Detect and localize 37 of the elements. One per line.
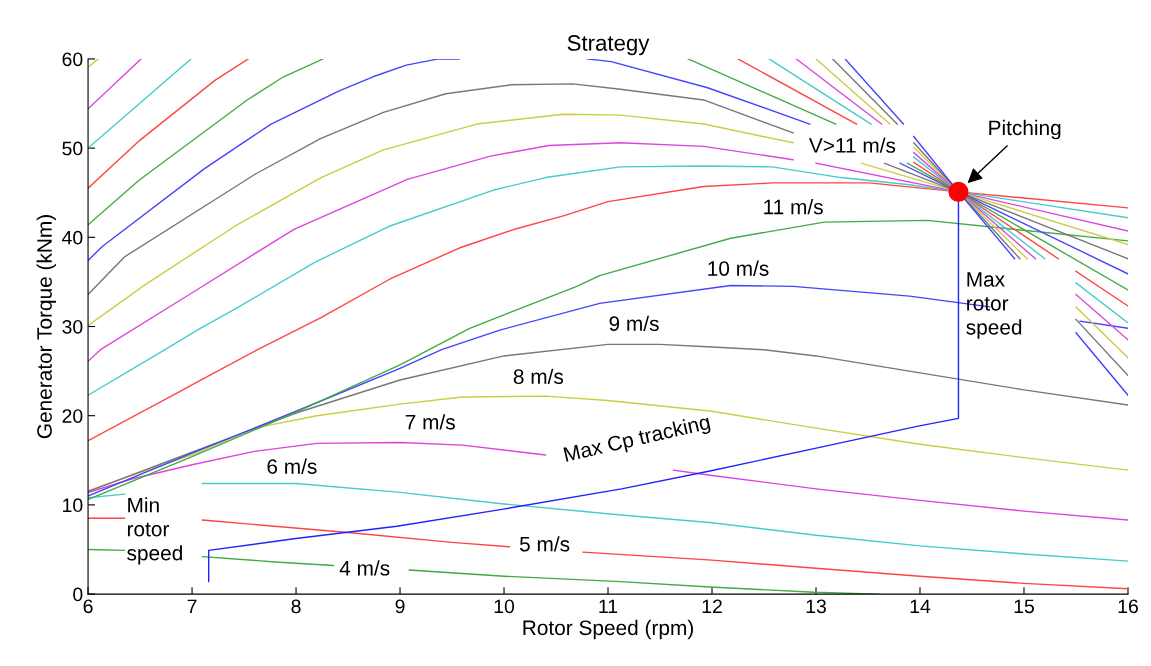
annotation: Min rotor speed [127,497,182,565]
y-tick-label: 30 [62,319,83,334]
x-axis-title: Rotor Speed (rpm) [523,619,693,640]
annotation: Pitching [989,119,1061,140]
annotation: Max rotor speed [966,272,1022,339]
y-axis-title: Generator Torque (kNm) [36,215,57,439]
x-tick-label: 9 [395,599,405,614]
x-tick-label: 8 [291,599,301,614]
x-tick-label: 16 [1118,599,1138,614]
annotation: 6 m/s [267,458,317,474]
x-tick-label: 6 [83,599,93,614]
x-tick-label: 15 [1014,599,1034,614]
annotation: 4 m/s [339,560,390,576]
y-tick-label: 40 [62,230,83,245]
annotation: 7 m/s [405,414,455,430]
y-tick-label: 60 [62,52,83,67]
y-tick-label: 10 [63,498,83,513]
line-series [88,165,1128,396]
annotation: 11 m/s [764,199,823,215]
chart-title: Strategy [567,35,650,56]
annotation: V>11 m/s [808,137,896,153]
x-tick-label: 10 [494,599,515,614]
x-tick-label: 7 [187,599,197,614]
line-series [88,343,1128,493]
line-series [88,395,1128,492]
annotation: 9 m/s [609,315,659,332]
x-tick-label: 14 [910,599,931,614]
y-tick-label: 0 [73,587,83,602]
x-tick-label: 12 [702,599,722,614]
annotation: Max Cp tracking [563,413,712,466]
y-tick-label: 20 [62,409,83,423]
annotation: 8 m/s [513,368,564,385]
annotation: 5 m/s [519,536,570,552]
annotation: 10 m/s [708,260,769,276]
x-tick-label: 11 [599,599,618,614]
x-tick-label: 13 [806,599,826,614]
y-tick-label: 50 [62,141,83,156]
